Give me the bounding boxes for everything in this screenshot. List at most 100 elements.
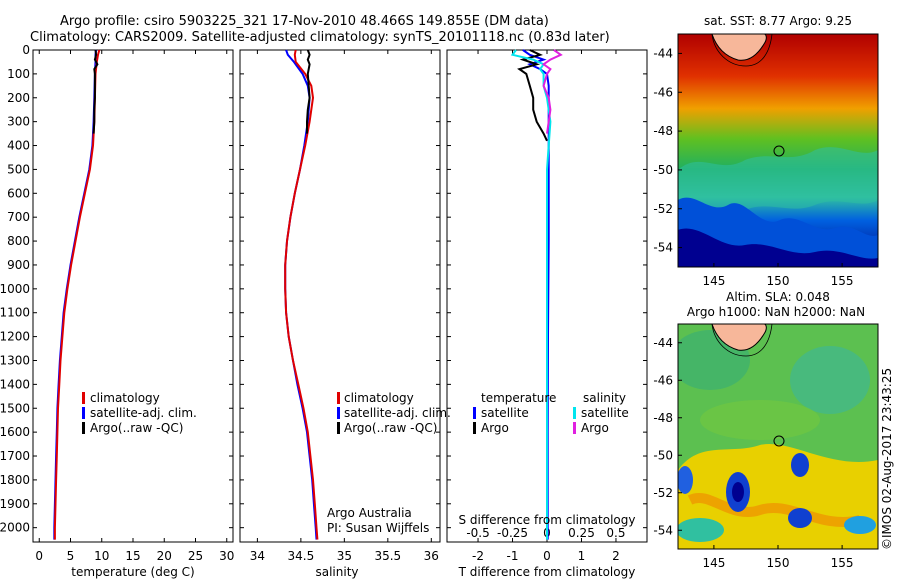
y-tick-label: 300 <box>7 115 30 129</box>
y-tick-label: 1400 <box>0 377 30 391</box>
s-difference-label: S difference from climatology <box>459 513 636 527</box>
y-tick-label: 100 <box>7 67 30 81</box>
series-line-argo <box>541 49 563 134</box>
x-tick-label: 36 <box>424 549 439 563</box>
y-tick-label: 2000 <box>0 521 30 535</box>
legend-argo: Argo(..raw -QC) <box>344 421 437 435</box>
x-tick-label: 34 <box>250 549 265 563</box>
x-tick-label: 0 <box>35 549 43 563</box>
sla-map-title: Altim. SLA: 0.048 <box>726 290 830 304</box>
y-tick-label: 800 <box>7 234 30 248</box>
lon-tick-label: 145 <box>702 556 725 570</box>
y-tick-label: 1100 <box>0 306 30 320</box>
legend-climatology: climatology <box>344 391 414 405</box>
y-tick-label: 1300 <box>0 353 30 367</box>
y-tick-label: 700 <box>7 210 30 224</box>
temperature-x-label: temperature (deg C) <box>71 565 194 579</box>
y-tick-label: 1500 <box>0 401 30 415</box>
temperature-panel: 0 100 200 300 400 500 600 700 800 900 1000 1100 1200… <box>0 43 234 579</box>
salinity-panel: 34 34.5 35 35.5 36 salinity climatology sate… <box>239 49 451 579</box>
argo-float-marker <box>773 435 785 447</box>
y-tick-label: 400 <box>7 139 30 153</box>
lon-tick-label: 145 <box>702 274 725 288</box>
imos-timestamp: ©IMOS 02-Aug-2017 23:43:25 <box>880 368 894 550</box>
temperature-legend: climatology satellite-adj. clim. Argo(..… <box>82 391 197 435</box>
x-tick-label: 5 <box>67 549 75 563</box>
lat-tick-label: -50 <box>653 448 673 462</box>
y-tick-label: 900 <box>7 258 30 272</box>
lat-tick-label: -52 <box>653 486 673 500</box>
lat-tick-label: -52 <box>653 202 673 216</box>
x-tick-label: 34.5 <box>288 549 315 563</box>
legend-satellite: satellite-adj. clim. <box>344 406 451 420</box>
legend-climatology: climatology <box>90 391 160 405</box>
y-tick-label: 600 <box>7 186 30 200</box>
legend-header-salinity: salinity <box>583 391 626 405</box>
argo-float-marker <box>773 145 785 157</box>
x-tick-label: 30 <box>219 549 234 563</box>
lon-tick-label: 150 <box>767 556 790 570</box>
x-tick-label: 0 <box>543 549 551 563</box>
x-tick-label: 10 <box>94 549 109 563</box>
legend-temp-satellite: satellite <box>481 406 529 420</box>
series-line-satellite <box>522 49 550 540</box>
lon-tick-label: 150 <box>767 274 790 288</box>
annotation-pi: PI: Susan Wijffels <box>327 521 429 535</box>
t-difference-x-label: T difference from climatology <box>458 565 636 579</box>
sst-map-panel: sat. SST: 8.77 Argo: 9.25 -44 -46 -48 -50 -5… <box>653 14 879 288</box>
lon-tick-label: 155 <box>831 556 854 570</box>
series-line-satellite-adj-clim- <box>53 49 98 540</box>
lat-tick-label: -48 <box>653 411 673 425</box>
legend-argo: Argo(..raw -QC) <box>90 421 183 435</box>
y-tick-label: 500 <box>7 162 30 176</box>
series-line-climatology <box>284 49 319 540</box>
sst-map-title: sat. SST: 8.77 Argo: 9.25 <box>704 14 852 28</box>
annotation-argo-australia: Argo Australia <box>327 506 412 520</box>
x-tick-label: 20 <box>157 549 172 563</box>
figure-title-line1: Argo profile: csiro 5903225_321 17-Nov-2… <box>60 14 549 29</box>
s-tick-label: 0.25 <box>568 526 595 540</box>
difference-panel: -2 -1 0 1 2-0.5 -0.25 0 0.25 0.5 T difference fr… <box>446 49 648 579</box>
x-tick-label: 1 <box>578 549 586 563</box>
legend-sal-argo: Argo <box>581 421 609 435</box>
series-line-satellite <box>510 49 552 540</box>
y-tick-label: 1000 <box>0 282 30 296</box>
s-tick-label: 0.5 <box>606 526 625 540</box>
salinity-x-label: salinity <box>315 565 358 579</box>
y-tick-label: 1900 <box>0 497 30 511</box>
legend-header-temperature: temperature <box>481 391 556 405</box>
difference-legend: temperature salinity satellite Argo sate… <box>473 391 629 435</box>
s-tick-label: -0.25 <box>497 526 528 540</box>
y-tick-label: 1200 <box>0 330 30 344</box>
sla-map-subtitle: Argo h1000: NaN h2000: NaN <box>687 305 865 319</box>
y-tick-label: 200 <box>7 91 30 105</box>
salinity-legend: climatology satellite-adj. clim. Argo(..… <box>337 391 451 435</box>
x-tick-label: 25 <box>188 549 203 563</box>
x-tick-label: 35.5 <box>374 549 401 563</box>
lat-tick-label: -48 <box>653 124 673 138</box>
x-tick-label: 35 <box>337 549 352 563</box>
lat-tick-label: -50 <box>653 163 673 177</box>
lat-tick-label: -54 <box>653 523 673 537</box>
lat-tick-label: -54 <box>653 241 673 255</box>
x-tick-label: 2 <box>612 549 620 563</box>
y-tick-label: 1800 <box>0 473 30 487</box>
figure-title-line2: Climatology: CARS2009. Satellite-adjuste… <box>30 30 610 45</box>
y-tick-label: 1600 <box>0 425 30 439</box>
lat-tick-label: -46 <box>653 373 673 387</box>
series-line-argo-raw-qc- <box>306 49 311 134</box>
y-tick-label: 1700 <box>0 449 30 463</box>
x-tick-label: 15 <box>125 549 140 563</box>
temperature-plot-frame <box>32 49 234 543</box>
legend-satellite: satellite-adj. clim. <box>90 406 197 420</box>
sla-map-panel: Altim. SLA: 0.048 Argo h1000: NaN h2000:… <box>653 290 879 570</box>
lat-tick-label: -44 <box>653 46 673 60</box>
lat-tick-label: -46 <box>653 85 673 99</box>
s-tick-label: -0.5 <box>466 526 489 540</box>
lat-tick-label: -44 <box>653 336 673 350</box>
salinity-plot-frame <box>239 49 441 543</box>
x-tick-label: -1 <box>507 549 519 563</box>
lon-tick-label: 155 <box>831 274 854 288</box>
legend-temp-argo: Argo <box>481 421 509 435</box>
